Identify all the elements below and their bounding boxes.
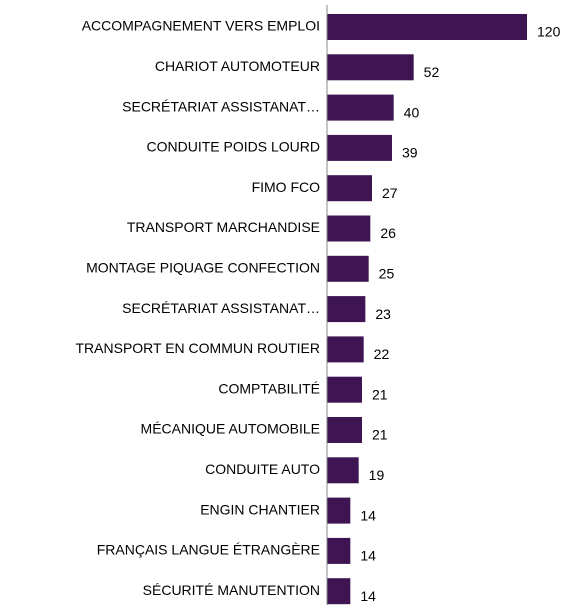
category-label: TRANSPORT EN COMMUN ROUTIER	[76, 340, 321, 356]
bar	[327, 457, 359, 484]
value-label: 21	[372, 386, 388, 402]
category-label: MÉCANIQUE AUTOMOBILE	[141, 421, 320, 437]
value-label: 23	[375, 306, 391, 322]
value-label: 39	[402, 145, 418, 161]
category-label: TRANSPORT MARCHANDISE	[127, 219, 320, 235]
value-label: 14	[360, 548, 376, 564]
category-label: SÉCURITÉ MANUTENTION	[143, 582, 320, 598]
bar	[327, 175, 372, 202]
value-label: 26	[380, 225, 396, 241]
value-label: 40	[404, 104, 420, 120]
value-label: 14	[360, 507, 376, 523]
value-label: 120	[537, 24, 561, 40]
value-label: 19	[369, 467, 385, 483]
bar	[327, 417, 362, 443]
bar	[327, 376, 362, 403]
value-label: 21	[372, 427, 388, 443]
bar	[327, 296, 366, 323]
bar	[327, 14, 527, 40]
category-label: FIMO FCO	[252, 179, 321, 195]
category-label: ENGIN CHANTIER	[200, 501, 320, 517]
category-label: SECRÉTARIAT ASSISTANAT…	[122, 98, 320, 114]
bar	[327, 537, 351, 564]
bar	[327, 134, 392, 161]
value-label: 52	[424, 64, 440, 80]
category-label: CHARIOT AUTOMOTEUR	[155, 58, 320, 74]
bar	[327, 578, 351, 605]
category-label: CONDUITE POIDS LOURD	[147, 139, 320, 155]
category-label: MONTAGE PIQUAGE CONFECTION	[86, 260, 320, 276]
value-label: 14	[360, 588, 376, 604]
bar	[327, 336, 364, 363]
bar	[327, 54, 414, 81]
value-label: 22	[374, 346, 390, 362]
bar	[327, 94, 394, 121]
category-label: CONDUITE AUTO	[205, 461, 320, 477]
bar	[327, 215, 371, 242]
bar	[327, 255, 369, 282]
bar	[327, 497, 351, 524]
value-label: 25	[379, 266, 395, 282]
category-label: ACCOMPAGNEMENT VERS EMPLOI	[82, 18, 320, 34]
value-label: 27	[382, 185, 398, 201]
category-label: SECRÉTARIAT ASSISTANAT…	[122, 300, 320, 316]
category-label: COMPTABILITÉ	[218, 380, 320, 396]
category-label: FRANÇAIS LANGUE ÉTRANGÈRE	[97, 542, 320, 558]
